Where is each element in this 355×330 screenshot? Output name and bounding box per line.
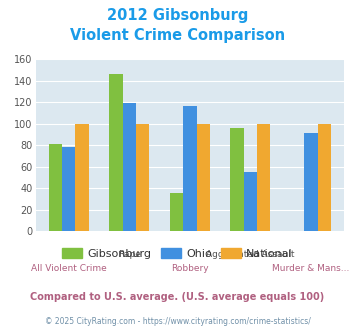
Bar [62,147,76,231]
Text: Aggravated Assault: Aggravated Assault [206,250,295,259]
Bar [304,133,318,231]
Bar [170,193,183,231]
Text: Robbery: Robbery [171,264,209,273]
Bar [244,172,257,231]
Bar [136,124,149,231]
Legend: Gibsonburg, Ohio, National: Gibsonburg, Ohio, National [58,244,297,263]
Text: 2012 Gibsonburg: 2012 Gibsonburg [107,8,248,23]
Bar [76,124,89,231]
Bar [49,144,62,231]
Bar [197,124,210,231]
Text: Violent Crime Comparison: Violent Crime Comparison [70,28,285,43]
Bar [183,106,197,231]
Text: Compared to U.S. average. (U.S. average equals 100): Compared to U.S. average. (U.S. average … [31,292,324,302]
Bar [318,124,331,231]
Bar [123,103,136,231]
Bar [257,124,271,231]
Text: Murder & Mans...: Murder & Mans... [272,264,350,273]
Text: All Violent Crime: All Violent Crime [31,264,107,273]
Bar [109,74,123,231]
Text: Rape: Rape [118,250,141,259]
Text: © 2025 CityRating.com - https://www.cityrating.com/crime-statistics/: © 2025 CityRating.com - https://www.city… [45,317,310,326]
Bar [230,128,244,231]
